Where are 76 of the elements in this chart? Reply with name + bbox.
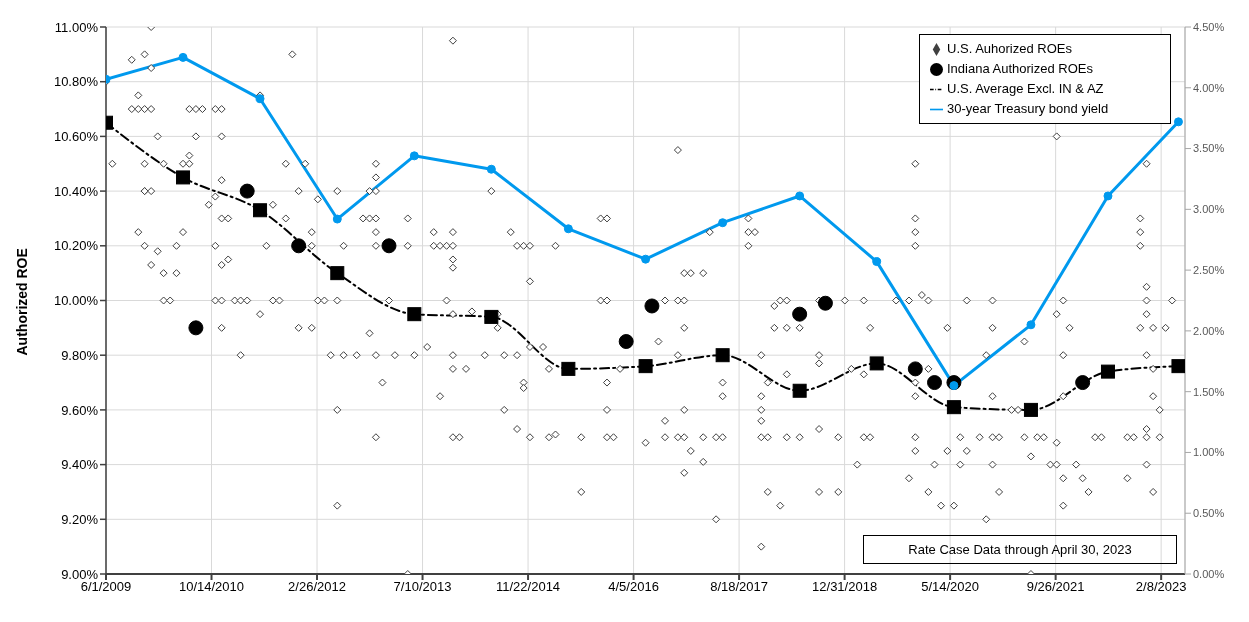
point: [795, 191, 805, 201]
x-tick-label: 2/8/2023: [1135, 579, 1187, 595]
y-tick-label: 9.40%: [61, 457, 99, 473]
point: [1103, 191, 1113, 201]
point: [381, 238, 397, 254]
point: [291, 238, 307, 254]
point: [1075, 375, 1091, 391]
y2-tick-label: 4.50%: [1193, 20, 1225, 33]
point: [718, 218, 728, 228]
x-tick-label: 7/10/2013: [393, 579, 452, 595]
y-tick-label: 9.00%: [61, 566, 99, 582]
point: [561, 361, 576, 376]
point: [817, 295, 833, 311]
x-tick-label: 6/1/2009: [80, 579, 132, 595]
point: [486, 164, 496, 174]
point: [715, 348, 730, 363]
x-tick-label: 9/26/2021: [1026, 579, 1085, 595]
point: [484, 309, 499, 324]
x-tick-label: 10/14/2010: [178, 579, 245, 595]
y2-tick-label: 3.00%: [1193, 203, 1225, 216]
legend-label: U.S. Average Excl. IN & AZ: [947, 81, 1104, 96]
point: [330, 266, 345, 281]
point: [927, 375, 943, 391]
point: [253, 203, 268, 218]
y-tick-label: 10.00%: [53, 293, 99, 309]
point: [618, 334, 634, 350]
point: [869, 356, 884, 371]
x-tick-label: 5/14/2020: [921, 579, 980, 595]
y-axis-title: Authorized ROE: [13, 248, 30, 356]
y2-tick-label: 2.50%: [1193, 264, 1225, 277]
point: [907, 361, 923, 377]
point: [638, 359, 653, 374]
point: [409, 151, 419, 161]
x-tick-label: 12/31/2018: [812, 579, 878, 595]
point: [178, 52, 188, 62]
point: [1171, 359, 1185, 374]
y2-tick-label: 1.00%: [1193, 446, 1225, 459]
point: [188, 320, 204, 336]
y-tick-label: 10.20%: [53, 238, 99, 254]
y2-tick-label: 4.00%: [1193, 81, 1225, 94]
point: [176, 170, 191, 185]
x-tick-label: 4/5/2016: [608, 579, 659, 595]
point: [239, 183, 255, 199]
x-tick-label: 2/26/2012: [288, 579, 346, 595]
point: [1173, 117, 1183, 127]
y2-tick-label: 2.00%: [1193, 324, 1225, 337]
y2-tick-label: 3.50%: [1193, 142, 1225, 155]
y-tick-label: 9.60%: [61, 402, 99, 418]
point: [255, 94, 265, 104]
y-tick-label: 11.00%: [54, 19, 99, 35]
point: [792, 306, 808, 322]
x-tick-label: 8/18/2017: [710, 579, 769, 595]
annotation: Rate Case Data through April 30, 2023: [863, 535, 1177, 564]
point: [563, 224, 573, 234]
legend-label: Indiana Authorized ROEs: [947, 61, 1093, 76]
point: [792, 383, 807, 398]
point: [872, 257, 882, 267]
y-tick-label: 9.80%: [61, 347, 99, 363]
y2-tick-label: 1.50%: [1193, 385, 1225, 398]
y2-tick-label: 0.00%: [1193, 567, 1225, 580]
x-tick-label: 11/22/2014: [496, 579, 561, 595]
point: [332, 214, 342, 224]
y-tick-label: 10.40%: [53, 183, 99, 199]
y-tick-label: 10.60%: [53, 129, 99, 145]
point: [1100, 364, 1115, 379]
y-tick-label: 9.20%: [61, 511, 99, 527]
point: [641, 254, 651, 264]
point: [1023, 402, 1038, 417]
point: [407, 307, 422, 322]
y2-tick-label: 0.50%: [1193, 507, 1225, 520]
legend-label: U.S. Auhorized ROEs: [947, 41, 1072, 56]
point: [644, 298, 660, 314]
y-tick-label: 10.80%: [53, 74, 99, 90]
point: [1026, 320, 1036, 330]
point: [946, 400, 961, 415]
legend-label: 30-year Treasury bond yield: [947, 101, 1109, 116]
